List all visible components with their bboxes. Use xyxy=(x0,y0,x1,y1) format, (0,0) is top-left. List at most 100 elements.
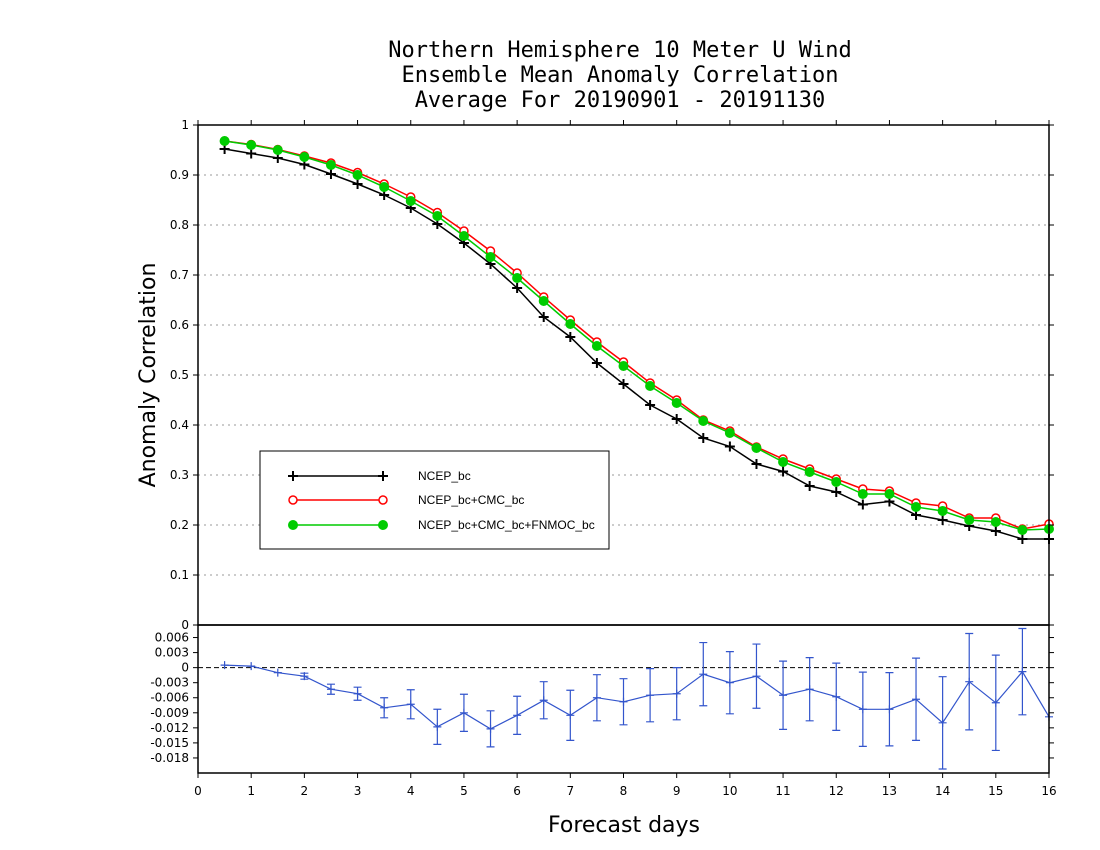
data-point xyxy=(751,459,762,469)
legend-marker xyxy=(378,471,388,481)
difference-point xyxy=(380,703,389,712)
top-panel-series xyxy=(219,136,1054,544)
data-point xyxy=(911,502,922,512)
y-tick-label: 0.2 xyxy=(170,518,189,532)
legend-label: NCEP_bc xyxy=(418,469,471,483)
y-tick-label: 0.7 xyxy=(170,268,189,282)
legend-marker xyxy=(378,520,388,530)
legend-label: NCEP_bc+CMC_bc xyxy=(418,493,524,507)
panel-frames xyxy=(197,124,1050,774)
data-point xyxy=(1017,525,1028,535)
difference-point xyxy=(406,700,415,709)
chart-title-line: Ensemble Mean Anomaly Correlation xyxy=(401,63,838,88)
data-point xyxy=(1017,534,1028,544)
difference-point xyxy=(273,668,282,677)
difference-point xyxy=(725,678,734,687)
data-point xyxy=(671,398,682,408)
y-tick-label: 0.8 xyxy=(170,218,189,232)
difference-point xyxy=(672,689,681,698)
difference-point xyxy=(991,698,1000,707)
data-point xyxy=(591,341,602,351)
difference-point xyxy=(592,693,601,702)
difference-point xyxy=(459,708,468,717)
x-tick-label: 10 xyxy=(722,784,737,798)
data-point xyxy=(724,428,735,438)
difference-point xyxy=(433,722,442,731)
data-point xyxy=(937,506,948,516)
difference-point xyxy=(247,662,256,671)
difference-point xyxy=(805,685,814,694)
difference-point xyxy=(566,711,575,720)
y-tick-label: 0 xyxy=(181,618,189,632)
x-tick-label: 12 xyxy=(829,784,844,798)
data-point xyxy=(857,499,868,510)
y-tick-label: 0.006 xyxy=(155,631,189,645)
data-point xyxy=(352,170,363,180)
difference-point xyxy=(1018,667,1027,676)
difference-point xyxy=(938,718,947,727)
difference-point xyxy=(619,697,628,706)
y-tick-label: 1 xyxy=(181,118,189,132)
data-point xyxy=(804,467,815,477)
difference-line xyxy=(224,664,1050,730)
data-point xyxy=(458,231,469,241)
top-panel-gridlines xyxy=(198,174,1049,576)
chart-title-line: Average For 20190901 - 20191130 xyxy=(415,88,826,113)
data-point xyxy=(219,136,230,146)
series-line xyxy=(224,148,1049,540)
data-point xyxy=(432,211,443,221)
difference-point xyxy=(486,724,495,733)
data-point xyxy=(591,358,602,368)
data-point xyxy=(884,489,895,499)
difference-point xyxy=(858,705,867,714)
data-point xyxy=(698,433,709,443)
data-point xyxy=(964,515,975,525)
data-point xyxy=(751,443,762,453)
data-point xyxy=(724,441,735,452)
data-point xyxy=(512,283,523,293)
x-tick-label: 2 xyxy=(301,784,309,798)
data-point xyxy=(804,481,815,491)
data-point xyxy=(645,381,656,391)
y-tick-label: 0.003 xyxy=(155,646,189,660)
data-point xyxy=(778,457,789,467)
x-axis-label: Forecast days xyxy=(548,813,700,838)
data-point xyxy=(352,179,363,189)
data-point xyxy=(937,515,948,525)
x-tick-label: 11 xyxy=(775,784,790,798)
x-tick-label: 13 xyxy=(882,784,897,798)
data-point xyxy=(857,489,868,499)
y-tick-label: 0.1 xyxy=(170,568,189,582)
difference-point xyxy=(326,685,335,694)
difference-point xyxy=(699,670,708,679)
y-tick-label: -0.006 xyxy=(150,691,189,705)
x-tick-label: 8 xyxy=(620,784,628,798)
data-point xyxy=(512,273,523,283)
data-point xyxy=(272,145,283,155)
legend-marker xyxy=(288,520,298,530)
data-point xyxy=(990,526,1001,536)
difference-point xyxy=(646,691,655,700)
difference-point xyxy=(885,705,894,714)
data-point xyxy=(379,182,390,192)
x-tick-label: 7 xyxy=(566,784,574,798)
y-tick-label: 0.6 xyxy=(170,318,189,332)
y-tick-label: -0.009 xyxy=(150,706,189,720)
data-point xyxy=(565,319,576,329)
y-tick-label: 0.5 xyxy=(170,368,189,382)
x-tick-label: 14 xyxy=(935,784,950,798)
legend-label: NCEP_bc+CMC_bc+FNMOC_bc xyxy=(418,518,595,532)
bottom-panel xyxy=(198,627,1053,770)
y-tick-label: -0.018 xyxy=(150,751,189,765)
data-point xyxy=(325,160,336,170)
y-tick-label: -0.015 xyxy=(150,736,189,750)
data-point xyxy=(485,252,496,262)
difference-point xyxy=(353,689,362,698)
legend-marker xyxy=(288,495,298,505)
x-tick-label: 5 xyxy=(460,784,468,798)
data-point xyxy=(671,414,682,424)
legend-marker xyxy=(288,471,298,481)
x-tick-label: 15 xyxy=(988,784,1003,798)
data-point xyxy=(405,196,416,206)
